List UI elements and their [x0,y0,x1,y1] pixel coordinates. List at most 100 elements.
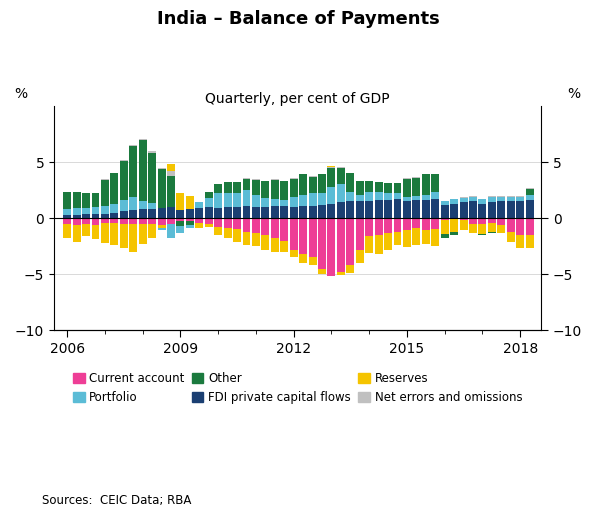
Bar [224,207,232,218]
Bar [393,232,401,245]
Bar [441,220,449,234]
Bar [337,167,345,168]
Bar [158,208,165,218]
Bar [242,218,251,232]
Bar [309,194,316,206]
Bar [261,198,269,207]
Bar [413,218,420,228]
Bar [431,218,439,229]
Bar [73,192,81,208]
Bar [516,218,524,235]
Bar [460,220,467,231]
Bar [158,228,165,231]
Bar [242,190,251,206]
Bar [252,207,260,218]
Bar [186,225,194,228]
Bar [167,218,175,224]
Bar [158,218,165,225]
Bar [309,177,316,194]
Bar [252,218,260,233]
Bar [63,218,71,224]
Bar [450,218,458,219]
Bar [130,224,137,252]
Bar [384,183,392,194]
Bar [139,140,147,201]
Bar [110,173,118,203]
Bar [337,218,345,272]
Bar [205,224,213,227]
Bar [205,198,213,207]
Bar [403,179,411,197]
Bar [375,235,383,254]
Bar [356,195,364,201]
Bar [177,218,184,221]
Bar [130,197,137,210]
Bar [403,218,411,231]
Bar [91,207,100,214]
Bar [488,222,496,232]
Bar [525,200,534,218]
Bar [403,197,411,201]
Bar [422,231,430,244]
Bar [101,180,109,206]
Bar [525,188,534,189]
Bar [195,218,203,222]
Bar [148,209,156,218]
Bar [337,272,345,276]
Bar [252,195,260,207]
Bar [469,218,477,224]
Bar [422,174,430,175]
Bar [478,198,487,199]
Bar [309,176,316,177]
Bar [63,209,71,215]
Bar [488,218,496,222]
Bar [73,218,81,225]
Bar [422,175,430,195]
Bar [120,211,128,218]
Bar [384,233,392,250]
Bar [469,224,477,233]
Bar [318,175,326,194]
Bar [130,145,137,146]
Bar [120,160,128,161]
Bar [318,269,326,274]
Bar [271,218,279,238]
Bar [139,218,147,224]
Bar [214,194,222,208]
Bar [82,224,90,236]
Bar [422,218,430,231]
Bar [120,200,128,211]
Bar [497,196,505,197]
Bar [101,222,109,243]
Bar [431,192,439,199]
Bar [299,174,307,175]
Bar [233,229,241,242]
Bar [413,228,420,245]
Bar [224,182,232,194]
Bar [290,218,298,250]
Bar [309,218,316,258]
Bar [328,168,336,187]
Legend: Current account, Portfolio, Other, FDI private capital flows, Reserves, Net erro: Current account, Portfolio, Other, FDI p… [68,368,527,409]
Bar [205,207,213,218]
Bar [186,196,194,209]
Bar [318,218,326,269]
Bar [346,173,354,192]
Bar [271,179,279,180]
Bar [478,234,487,235]
Bar [130,210,137,218]
Bar [413,178,420,196]
Bar [365,181,373,192]
Bar [525,235,534,248]
Bar [450,232,458,235]
Bar [431,174,439,175]
Bar [101,214,109,218]
Bar [290,179,298,197]
Bar [299,195,307,206]
Bar [393,218,401,232]
Bar [261,207,269,218]
Bar [233,218,241,229]
Bar [309,258,316,265]
Bar [403,201,411,218]
Bar [393,194,401,199]
